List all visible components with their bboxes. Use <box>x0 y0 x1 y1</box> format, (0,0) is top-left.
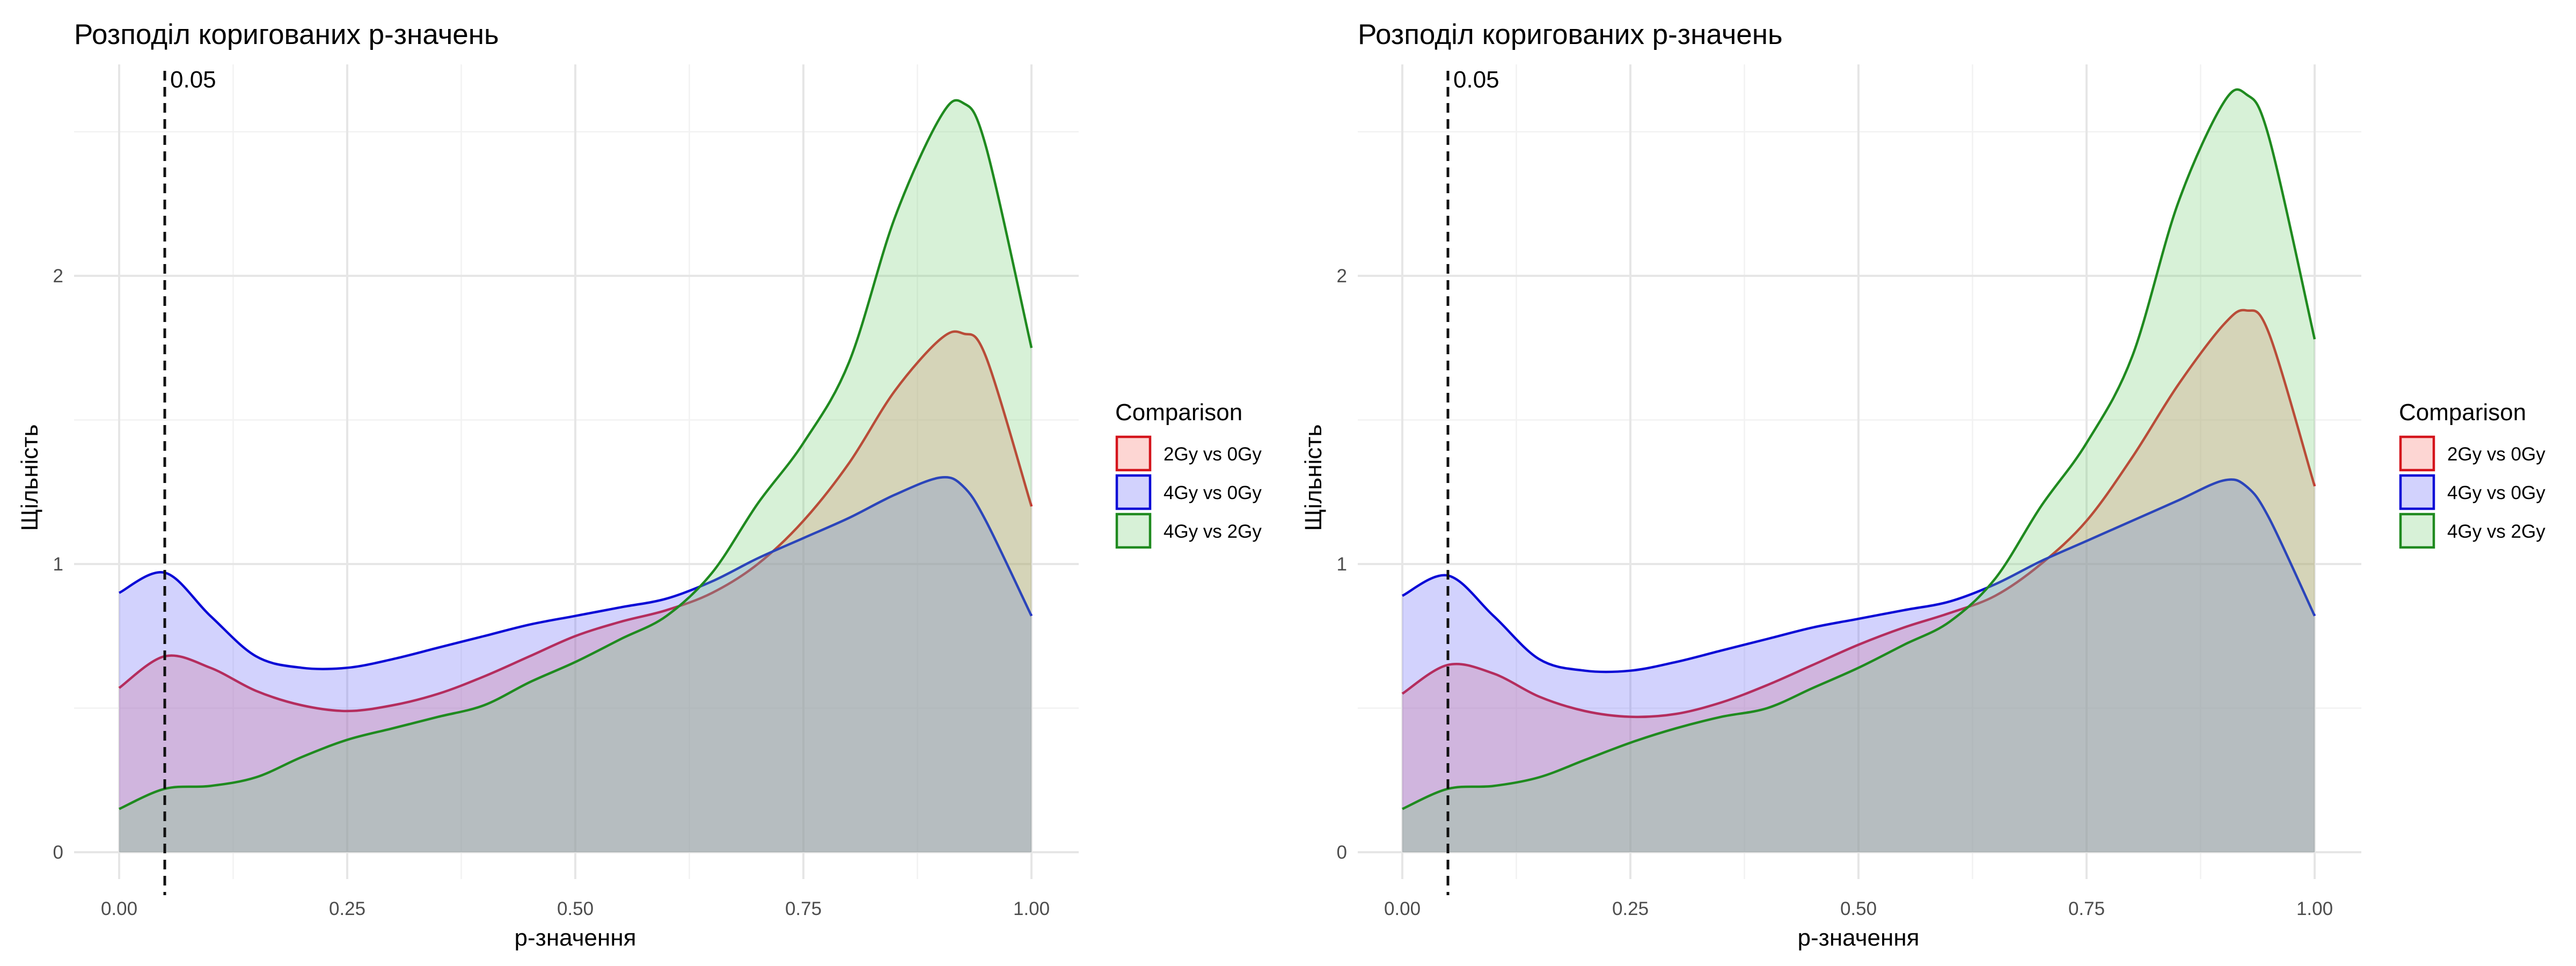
x-axis-label: p-значення <box>515 925 636 951</box>
x-axis-label: p-значення <box>1798 925 1920 951</box>
x-tick-label: 0.50 <box>557 898 594 919</box>
legend-key-bg <box>1117 514 1150 547</box>
density-line-2 <box>118 476 1033 670</box>
y-tick-label: 1 <box>53 554 63 575</box>
legend-label-2: 4Gy vs 0Gy <box>1163 482 1262 503</box>
legend-key-bg <box>2401 514 2434 547</box>
series-layer <box>118 99 1033 853</box>
legend-key-bg <box>2401 437 2434 470</box>
legend-label-3: 4Gy vs 2Gy <box>2447 521 2545 542</box>
x-tick-label: 0.00 <box>1384 898 1421 919</box>
y-tick-label: 0 <box>53 842 63 863</box>
y-tick-label: 0 <box>1337 842 1347 863</box>
legend-key-bg <box>2401 475 2434 509</box>
legend-label-3: 4Gy vs 2Gy <box>1163 521 1262 542</box>
density-area-2 <box>1402 479 2315 852</box>
legend-label-1: 2Gy vs 0Gy <box>2447 444 2545 465</box>
x-tick-label: 0.00 <box>101 898 137 919</box>
chart-panel-1: 0.05 Розподіл коригованих p-значень 0.00 0.… <box>17 19 1262 951</box>
x-tick-label: 1.00 <box>2296 898 2333 919</box>
y-axis-label: Щільність <box>1300 425 1327 531</box>
x-tick-label: 1.00 <box>1013 898 1050 919</box>
legend-swatch-1 <box>1115 435 1152 472</box>
density-area-3 <box>1402 89 2315 853</box>
legend-key-bg <box>1117 475 1150 509</box>
legend-label-1: 2Gy vs 0Gy <box>1163 444 1262 465</box>
density-line-3 <box>119 99 1033 810</box>
legend-swatch-3 <box>1115 513 1152 549</box>
x-tick-label: 0.50 <box>1840 898 1877 919</box>
legend-title: Comparison <box>1115 399 1242 426</box>
x-tick-label: 0.75 <box>2068 898 2105 919</box>
chart-title: Розподіл коригованих p-значень <box>1358 19 1783 50</box>
y-axis-label: Щільність <box>17 425 43 531</box>
x-tick-label: 0.25 <box>1612 898 1649 919</box>
legend-swatch-3 <box>2399 513 2435 549</box>
legend-title: Comparison <box>2399 399 2526 426</box>
density-line-1 <box>118 330 1033 713</box>
density-line-1 <box>1401 309 2316 719</box>
y-tick-label: 1 <box>1337 554 1347 575</box>
major-gridlines <box>74 64 1079 879</box>
threshold-label: 0.05 <box>1453 67 1499 93</box>
legend: Comparison 2Gy vs 0Gy 4Gy vs 0Gy 4Gy vs 2Gy <box>2399 399 2545 549</box>
chart-title: Розподіл коригованих p-значень <box>74 19 499 50</box>
series-layer <box>1401 88 2316 853</box>
density-line-2 <box>1401 478 2316 674</box>
threshold-label: 0.05 <box>170 67 216 93</box>
density-area-2 <box>119 477 1031 852</box>
legend-swatch-2 <box>1115 474 1152 510</box>
legend-swatch-1 <box>2399 435 2435 472</box>
x-tick-label: 0.75 <box>785 898 822 919</box>
density-area-1 <box>1402 310 2315 852</box>
density-line-3 <box>1402 88 2316 810</box>
density-area-3 <box>119 100 1031 853</box>
y-tick-label: 2 <box>53 266 63 287</box>
x-tick-label: 0.25 <box>329 898 365 919</box>
legend-key-bg <box>1117 437 1150 470</box>
legend: Comparison 2Gy vs 0Gy 4Gy vs 0Gy 4Gy vs 2Gy <box>1115 399 1262 549</box>
legend-swatch-2 <box>2399 474 2435 510</box>
chart-panel-2: 0.05 Розподіл коригованих p-значень 0.00 0.… <box>1300 19 2545 951</box>
legend-label-2: 4Gy vs 0Gy <box>2447 482 2545 503</box>
density-area-1 <box>119 331 1031 852</box>
y-tick-label: 2 <box>1337 266 1347 287</box>
